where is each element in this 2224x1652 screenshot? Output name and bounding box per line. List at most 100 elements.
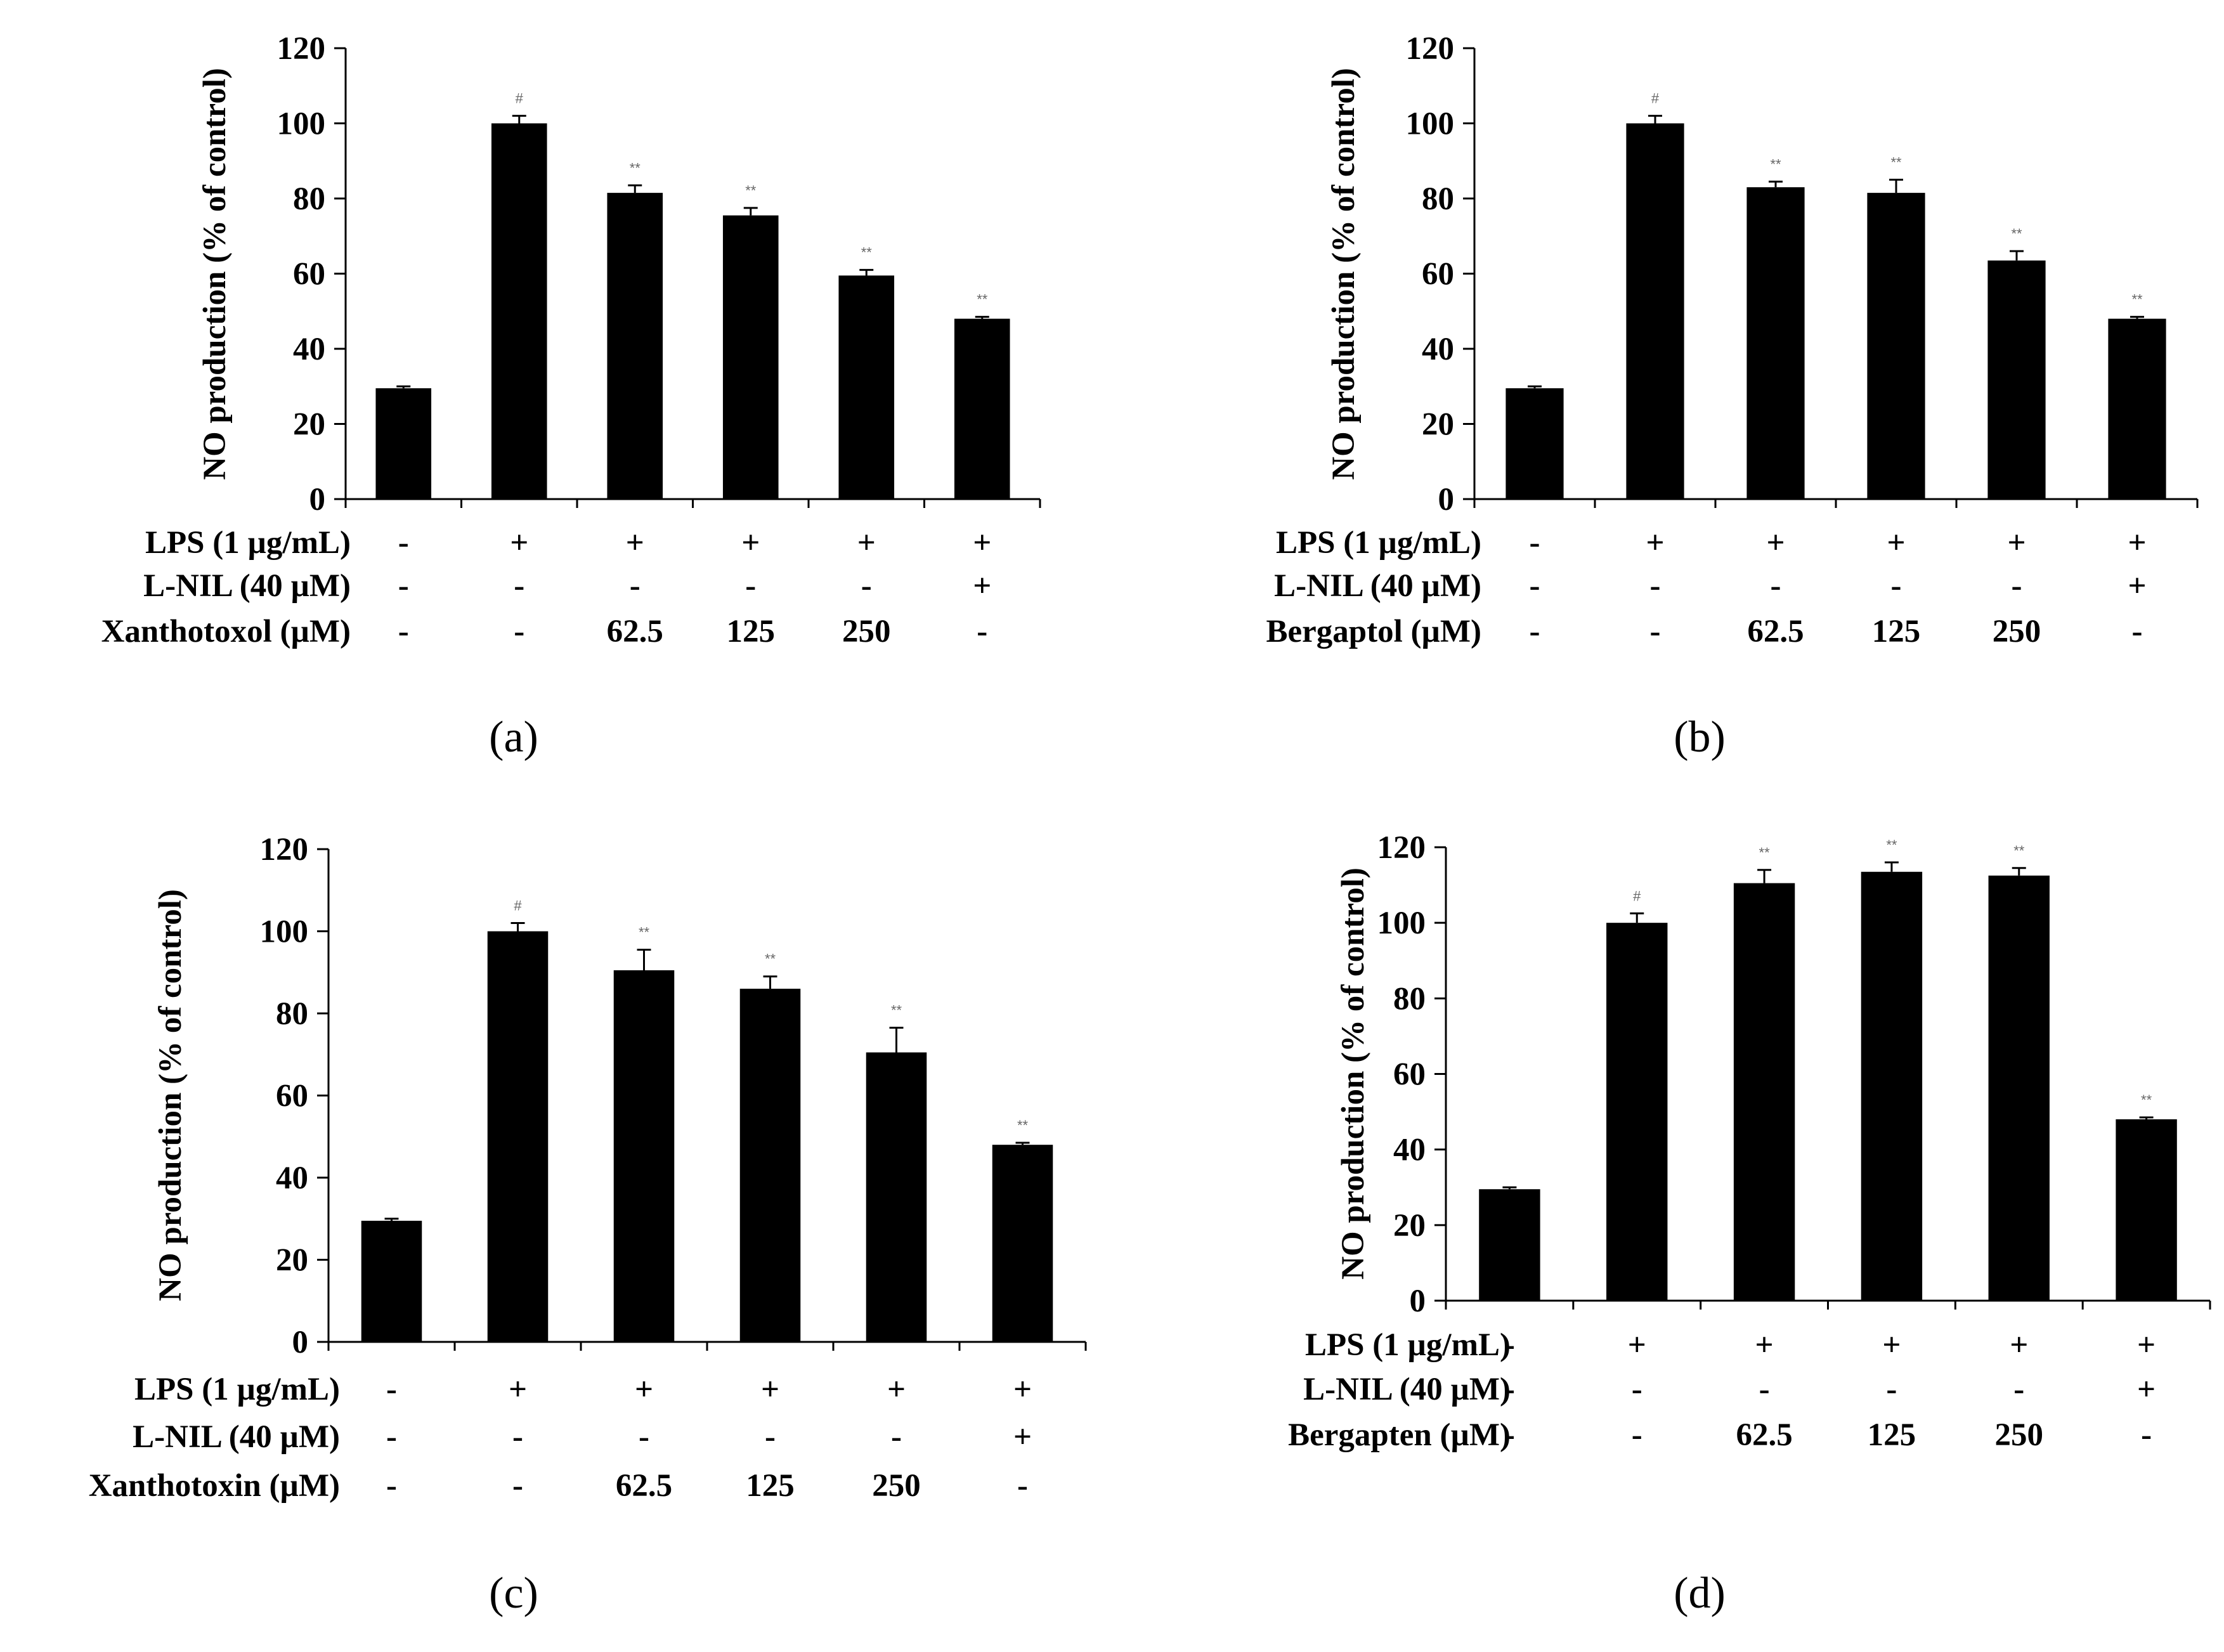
bar	[1606, 923, 1668, 1301]
y-tick-label: 100	[277, 107, 326, 142]
significance-mark: **	[745, 183, 757, 198]
treatment-cell: +	[2137, 1372, 2156, 1407]
significance-mark: **	[2131, 292, 2143, 308]
treatment-cell: +	[2128, 525, 2146, 561]
significance-mark: **	[891, 1003, 902, 1018]
y-tick-label: 40	[276, 1161, 308, 1196]
bar	[1987, 260, 2046, 499]
significance-mark: **	[1890, 154, 1902, 170]
panel-label: (a)	[489, 713, 538, 762]
treatment-cell: -	[745, 568, 756, 604]
treatment-row-label: LPS (1 µg/mL)	[1305, 1327, 1511, 1363]
y-tick-label: 20	[1422, 407, 1454, 443]
treatment-row-label: LPS (1 µg/mL)	[134, 1372, 340, 1407]
y-tick-label: 120	[277, 31, 326, 67]
significance-mark: **	[861, 245, 873, 261]
treatment-cell: -	[765, 1419, 776, 1455]
bar	[1988, 875, 2050, 1301]
treatment-cell: +	[1766, 525, 1785, 561]
panel-label: (d)	[1674, 1569, 1726, 1618]
treatment-cell: -	[2141, 1417, 2152, 1453]
significance-mark: **	[765, 951, 776, 967]
bar	[487, 931, 549, 1342]
treatment-cell: +	[1887, 525, 1905, 561]
treatment-cell: -	[1530, 614, 1540, 649]
treatment-cell: +	[761, 1372, 779, 1407]
treatment-row-label: Xanthotoxol (µM)	[101, 614, 351, 649]
significance-mark: **	[630, 160, 641, 176]
y-axis-title: NO production (% of control)	[1336, 868, 1371, 1280]
y-tick-label: 60	[1422, 257, 1454, 292]
treatment-cell: +	[741, 525, 760, 561]
y-tick-label: 60	[276, 1079, 308, 1114]
treatment-row-label: LPS (1 µg/mL)	[145, 525, 351, 561]
y-tick-label: 120	[260, 832, 309, 868]
y-tick-label: 40	[1393, 1133, 1426, 1168]
panel-c: 0 20 40 60 80 100 120 NO production (% of contr…	[89, 832, 1087, 1618]
y-tick-label: 100	[260, 914, 309, 950]
panel-label: (c)	[489, 1569, 538, 1618]
treatment-row-label: Bergaptol (µM)	[1266, 614, 1481, 649]
treatment-cell: -	[398, 525, 409, 561]
treatment-cell: +	[1882, 1327, 1901, 1363]
treatment-cell: +	[1646, 525, 1664, 561]
significance-mark: #	[514, 898, 522, 914]
significance-mark: **	[1886, 837, 1897, 853]
y-tick-label: 40	[293, 332, 325, 367]
treatment-row-label: Xanthotoxin (µM)	[89, 1468, 340, 1504]
treatment-cell: +	[2137, 1327, 2156, 1363]
bar	[2108, 318, 2166, 499]
bar	[2116, 1119, 2177, 1301]
treatment-cell: +	[626, 525, 644, 561]
treatment-cell: +	[1628, 1327, 1646, 1363]
treatment-cell: 125	[1868, 1417, 1916, 1453]
treatment-cell: +	[635, 1372, 653, 1407]
y-tick-label: 120	[1406, 31, 1455, 67]
y-axis-title: NO production (% of control)	[153, 889, 188, 1301]
treatment-cell: -	[386, 1419, 397, 1455]
treatment-cell: 62.5	[1736, 1417, 1792, 1453]
treatment-cell: -	[1771, 568, 1781, 604]
significance-mark: **	[977, 292, 988, 308]
treatment-cell: -	[1650, 614, 1661, 649]
panel-a: 0 20 40 60 80 100 120 NO production (% of contr…	[101, 31, 1041, 762]
treatment-cell: 62.5	[1747, 614, 1804, 649]
y-tick-label: 60	[293, 257, 325, 292]
treatment-cell: +	[2010, 1327, 2028, 1363]
panel-b: 0 20 40 60 80 100 120 NO production (% of contr…	[1266, 31, 2199, 762]
significance-mark: #	[516, 91, 524, 107]
treatment-cell: -	[512, 1419, 523, 1455]
y-tick-label: 0	[292, 1325, 309, 1360]
significance-mark: **	[1770, 156, 1781, 172]
treatment-cell: -	[1886, 1372, 1897, 1407]
bar	[866, 1052, 927, 1342]
treatment-cell: +	[510, 525, 528, 561]
treatment-cell: 250	[1995, 1417, 2044, 1453]
treatment-cell: -	[1530, 525, 1540, 561]
y-tick-label: 60	[1393, 1057, 1426, 1093]
y-tick-label: 20	[293, 407, 325, 443]
treatment-cell: -	[1504, 1417, 1515, 1453]
treatment-row-label: LPS (1 µg/mL)	[1276, 525, 1481, 561]
significance-mark: **	[2141, 1092, 2152, 1108]
treatment-cell: -	[630, 568, 641, 604]
treatment-row-label: L-NIL (40 µM)	[1303, 1372, 1511, 1407]
bar	[361, 1220, 422, 1342]
bar	[954, 318, 1010, 499]
bar	[722, 215, 779, 499]
y-axis-title: NO production (% of control)	[197, 68, 233, 480]
y-axis-title: NO production (% of control)	[1326, 68, 1362, 480]
significance-mark: **	[1759, 845, 1771, 861]
treatment-cell: -	[1632, 1417, 1642, 1453]
treatment-row-label: L-NIL (40 µM)	[1274, 568, 1481, 604]
treatment-cell: 125	[727, 614, 776, 649]
bar	[838, 275, 895, 499]
treatment-row-label: L-NIL (40 µM)	[143, 568, 351, 604]
treatment-cell: +	[2128, 568, 2146, 604]
treatment-cell: -	[1504, 1372, 1515, 1407]
treatment-cell: -	[2013, 1372, 2024, 1407]
bar	[1626, 123, 1684, 499]
treatment-cell: -	[977, 614, 987, 649]
y-tick-label: 40	[1422, 332, 1454, 367]
treatment-cell: +	[1013, 1419, 1032, 1455]
